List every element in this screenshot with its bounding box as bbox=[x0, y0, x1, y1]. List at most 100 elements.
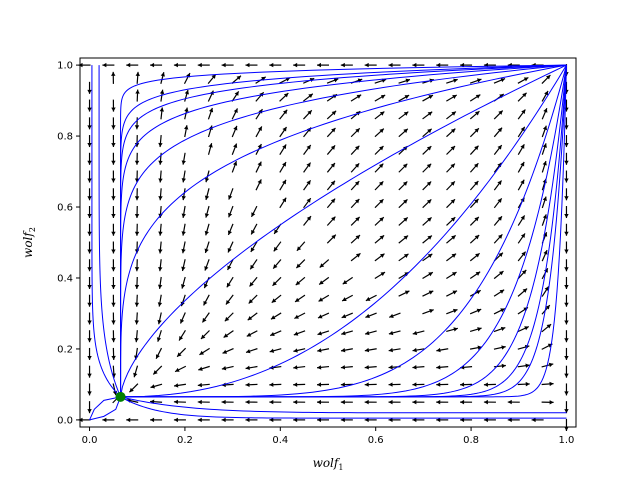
field-arrow-head bbox=[245, 62, 250, 68]
field-arrow-head bbox=[126, 62, 131, 68]
field-arrow-head bbox=[333, 78, 339, 83]
field-arrow-head bbox=[197, 399, 202, 405]
field-arrow-head bbox=[181, 266, 186, 271]
field-arrow-head bbox=[306, 216, 311, 221]
field-arrow-head bbox=[87, 373, 92, 378]
field-arrow-head bbox=[250, 264, 255, 270]
field-arrow-head bbox=[102, 417, 107, 423]
field-arrow-head bbox=[257, 179, 262, 184]
field-arrow-head bbox=[153, 370, 158, 375]
field-arrow-head bbox=[475, 253, 480, 258]
field-arrow-head bbox=[111, 320, 116, 325]
field-arrow-head bbox=[158, 142, 163, 148]
field-arrow-head bbox=[87, 160, 92, 165]
field-arrow-head bbox=[412, 417, 417, 423]
field-arrow-head bbox=[87, 338, 92, 343]
field-arrow-head bbox=[134, 196, 140, 201]
field-arrow-head bbox=[177, 352, 182, 357]
field-arrow-head bbox=[197, 62, 202, 68]
field-arrow-head bbox=[507, 399, 512, 405]
field-arrow-head bbox=[427, 217, 432, 222]
field-arrow-head bbox=[246, 332, 252, 337]
trajectory bbox=[120, 64, 567, 397]
field-arrow-head bbox=[245, 399, 250, 405]
field-arrow-head bbox=[175, 367, 180, 372]
field-arrow-head bbox=[452, 308, 458, 314]
field-arrow-head bbox=[317, 331, 322, 336]
field-arrow-head bbox=[564, 143, 569, 148]
trajectory bbox=[120, 396, 567, 419]
field-arrow-head bbox=[78, 62, 83, 68]
field-arrow-head bbox=[158, 160, 163, 165]
field-arrow-head bbox=[521, 109, 526, 115]
field-arrow-head bbox=[520, 215, 525, 220]
field-arrow-head bbox=[283, 93, 289, 98]
field-arrow-head bbox=[257, 126, 262, 131]
field-arrow-head bbox=[451, 272, 457, 277]
field-arrow-head bbox=[134, 178, 140, 183]
y-axis-label-text: wolf bbox=[21, 230, 35, 258]
field-arrow-head bbox=[365, 313, 370, 319]
field-arrow-head bbox=[129, 387, 134, 393]
field-arrow-head bbox=[181, 213, 186, 218]
field-arrow-head bbox=[158, 266, 163, 272]
field-arrow-head bbox=[181, 195, 186, 201]
field-arrow-head bbox=[224, 316, 230, 322]
field-arrow-head bbox=[306, 144, 311, 150]
field-arrow-head bbox=[450, 181, 455, 186]
field-arrow-head bbox=[204, 266, 209, 271]
field-arrow-head bbox=[233, 125, 238, 131]
field-arrow-head bbox=[436, 347, 441, 353]
x-axis-ticks: 0.0 0.2 0.4 0.6 0.8 1.0 bbox=[82, 427, 574, 446]
field-arrow-head bbox=[364, 62, 369, 68]
field-arrow-head bbox=[282, 126, 287, 132]
field-arrow-head bbox=[380, 95, 386, 99]
field-arrow-head bbox=[354, 163, 360, 168]
field-arrow-head bbox=[549, 381, 554, 387]
field-arrow-head bbox=[460, 382, 465, 387]
field-arrow-head bbox=[317, 62, 321, 68]
field-arrow-head bbox=[388, 365, 393, 370]
field-arrow-head bbox=[450, 146, 456, 151]
field-arrow-head bbox=[542, 125, 548, 131]
field-arrow-head bbox=[204, 230, 209, 236]
field-arrow-head bbox=[330, 145, 336, 150]
field-arrow-head bbox=[389, 313, 394, 318]
field-arrow-head bbox=[296, 246, 302, 251]
field-arrow-head bbox=[306, 162, 311, 168]
field-arrow-head bbox=[402, 181, 408, 186]
field-arrow-head bbox=[111, 143, 116, 148]
field-arrow-head bbox=[564, 338, 569, 343]
field-arrow-head bbox=[87, 249, 92, 254]
vector-field bbox=[78, 62, 569, 431]
field-arrow-head bbox=[273, 246, 278, 252]
field-arrow-head bbox=[227, 230, 232, 235]
field-arrow-head bbox=[261, 76, 266, 81]
field-arrow-head bbox=[564, 302, 569, 307]
field-arrow-head bbox=[228, 195, 233, 200]
field-arrow-head bbox=[451, 111, 456, 116]
field-arrow-head bbox=[111, 214, 116, 219]
field-arrow-head bbox=[545, 305, 550, 310]
field-arrow-head bbox=[111, 231, 116, 236]
field-arrow-head bbox=[111, 302, 116, 307]
field-arrow-head bbox=[436, 382, 441, 387]
field-arrow-head bbox=[150, 384, 155, 389]
field-arrow-head bbox=[111, 107, 116, 112]
field-arrow-head bbox=[500, 308, 505, 313]
field-arrow-head bbox=[412, 330, 418, 336]
field-arrow-head bbox=[474, 235, 480, 240]
field-arrow-head bbox=[158, 249, 163, 254]
trajectory bbox=[120, 64, 567, 398]
field-arrow-head bbox=[564, 125, 569, 130]
field-arrow-head bbox=[135, 71, 140, 77]
field-arrow-head bbox=[234, 91, 239, 96]
field-arrow-head bbox=[477, 327, 482, 332]
field-arrow-head bbox=[564, 178, 569, 183]
field-arrow-head bbox=[204, 248, 209, 253]
field-arrow-head bbox=[474, 128, 479, 133]
field-arrow-head bbox=[388, 347, 393, 353]
field-arrow-head bbox=[340, 399, 345, 405]
field-arrow-head bbox=[331, 216, 336, 222]
field-arrow-head bbox=[452, 290, 458, 295]
